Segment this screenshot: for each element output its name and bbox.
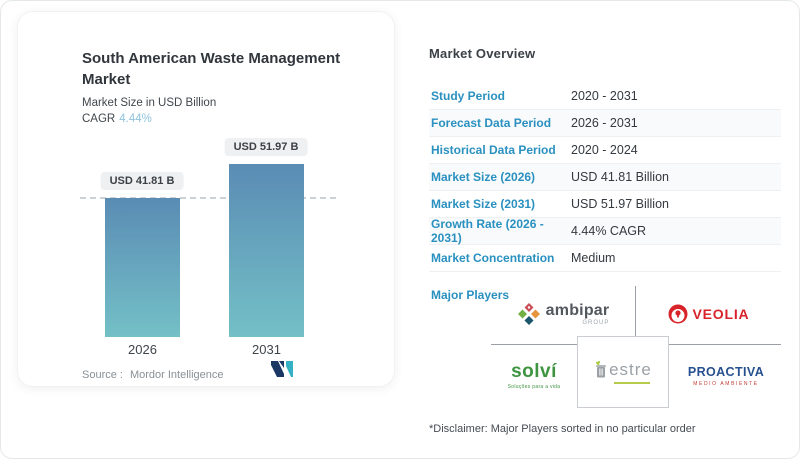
- row-value: USD 51.97 Billion: [571, 197, 669, 211]
- row-label: Growth Rate (2026 - 2031): [431, 217, 544, 245]
- player-logo-veolia: VEOLIA: [636, 284, 781, 344]
- source-attribution: Source : Mordor Intelligence: [82, 369, 224, 381]
- player-logo-estre: estre: [577, 336, 669, 408]
- chart-header: South American Waste Management Market M…: [82, 48, 344, 125]
- solvi-wordmark: solví: [511, 361, 557, 382]
- chart-subtitle: Market Size in USD Billion: [82, 97, 217, 109]
- grid-divider-vertical: [635, 286, 636, 344]
- row-value: 2020 - 2024: [571, 143, 638, 157]
- market-size-chart-card: South American Waste Management Market M…: [17, 11, 395, 387]
- player-logo-solvi: solví Soluções para a vida: [491, 346, 577, 406]
- table-row: Historical Data Period 2020 - 2024: [429, 137, 781, 164]
- row-label: Market Size (2026): [431, 170, 536, 184]
- ambipar-name: ambipar: [545, 301, 610, 319]
- bar-2031: [229, 164, 304, 337]
- major-players-grid: ambipar GROUP VEOLIA solví Soluções para…: [491, 284, 781, 410]
- cagr-line: CAGR 4.44%: [82, 113, 344, 125]
- veolia-wordmark: VEOLIA: [692, 306, 750, 322]
- major-players-label: Major Players: [431, 288, 510, 302]
- veolia-circle-icon: [668, 304, 688, 324]
- disclaimer-text: *Disclaimer: Major Players sorted in no …: [429, 423, 696, 435]
- estre-wordmark: estre: [609, 359, 652, 379]
- mordor-intelligence-logo-icon: [271, 361, 293, 377]
- row-label: Study Period: [431, 89, 506, 103]
- solvi-tagline: Soluções para a vida: [507, 384, 561, 390]
- table-row: Study Period 2020 - 2031: [429, 83, 781, 110]
- ambipar-wordmark: ambipar GROUP: [545, 301, 610, 326]
- table-row: Market Size (2026) USD 41.81 Billion: [429, 164, 781, 191]
- ambipar-group-label: GROUP: [582, 319, 610, 326]
- estre-wordmark-row: estre: [594, 359, 652, 379]
- x-axis-label-2026: 2026: [128, 342, 157, 357]
- overview-title: Market Overview: [429, 46, 536, 61]
- player-logo-proactiva: PROACTIVA MEDIO AMBIENTE: [671, 346, 781, 406]
- row-value: 4.44% CAGR: [571, 224, 647, 238]
- row-value: 2020 - 2031: [571, 89, 638, 103]
- bar-value-label-2026: USD 41.81 B: [100, 172, 184, 190]
- page-title: South American Waste Management Market: [82, 50, 341, 88]
- proactiva-tagline: MEDIO AMBIENTE: [693, 381, 759, 387]
- row-label: Forecast Data Period: [431, 116, 552, 130]
- ambipar-pinwheel-icon: [517, 303, 540, 325]
- row-value: Medium: [571, 251, 616, 265]
- table-row: Growth Rate (2026 - 2031) 4.44% CAGR: [429, 217, 781, 245]
- bar-value-label-2031: USD 51.97 B: [224, 138, 308, 156]
- reference-dashed-line: [80, 197, 336, 199]
- x-axis-label-2031: 2031: [252, 342, 281, 357]
- estre-bin-icon: [595, 360, 607, 377]
- source-value: Mordor Intelligence: [129, 369, 224, 381]
- cagr-value: 4.44%: [119, 113, 152, 125]
- player-logo-ambipar: ambipar GROUP: [491, 284, 635, 344]
- overview-table: Study Period 2020 - 2031 Forecast Data P…: [429, 83, 781, 272]
- row-value: USD 41.81 Billion: [571, 170, 669, 184]
- cagr-label: CAGR: [82, 113, 116, 125]
- row-label: Historical Data Period: [431, 143, 556, 157]
- row-label: Market Size (2031): [431, 197, 536, 211]
- table-row: Market Concentration Medium: [429, 245, 781, 272]
- table-row: Market Size (2031) USD 51.97 Billion: [429, 191, 781, 218]
- row-label: Market Concentration: [431, 251, 555, 265]
- estre-tagline: [614, 381, 650, 384]
- table-row: Forecast Data Period 2026 - 2031: [429, 110, 781, 137]
- row-value: 2026 - 2031: [571, 116, 638, 130]
- source-label: Source :: [82, 369, 123, 381]
- bar-2026: [105, 198, 180, 337]
- proactiva-wordmark: PROACTIVA: [687, 365, 765, 379]
